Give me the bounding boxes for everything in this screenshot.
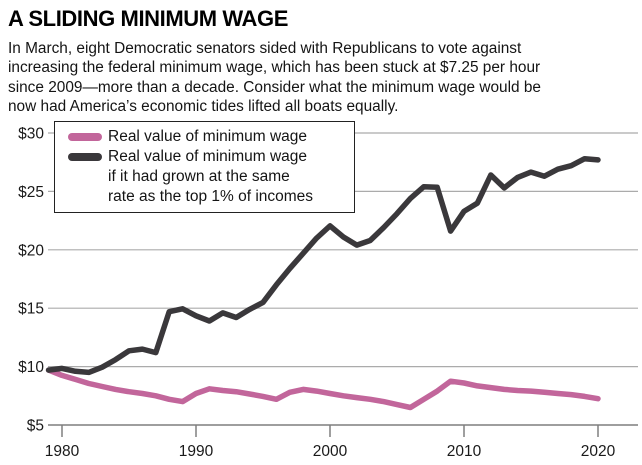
y-tick-label-20: $20 xyxy=(18,242,44,259)
y-tick-label-25: $25 xyxy=(18,184,44,201)
series-line-real-value xyxy=(45,367,601,411)
x-tick-label-2000: 2000 xyxy=(313,443,348,460)
chart-legend: Real value of minimum wage Real value of… xyxy=(54,121,355,213)
x-tick-label-1990: 1990 xyxy=(179,443,214,460)
legend-label-real-value: Real value of minimum wage xyxy=(108,128,308,145)
legend-label-top1-growth: Real value of minimum wage if it had gro… xyxy=(108,148,314,205)
intro-text: In March, eight Democratic senators side… xyxy=(8,40,541,116)
page-title: A SLIDING MINIMUM WAGE xyxy=(8,6,289,31)
y-tick-label-15: $15 xyxy=(18,301,44,318)
legend-swatch-black xyxy=(68,153,102,161)
x-tick-label-2010: 2010 xyxy=(447,443,482,460)
legend-item-top1-growth: Real value of minimum wage if it had gro… xyxy=(68,147,346,207)
legend-swatch-pink xyxy=(68,133,102,141)
y-tick-label-30: $30 xyxy=(18,126,44,143)
x-tick-label-1980: 1980 xyxy=(45,443,80,460)
series-line-top1-growth xyxy=(45,155,601,376)
y-tick-label-5: $5 xyxy=(27,418,44,435)
y-tick-label-10: $10 xyxy=(18,359,44,376)
legend-item-real-value: Real value of minimum wage xyxy=(68,127,346,147)
x-tick-label-2020: 2020 xyxy=(581,443,616,460)
